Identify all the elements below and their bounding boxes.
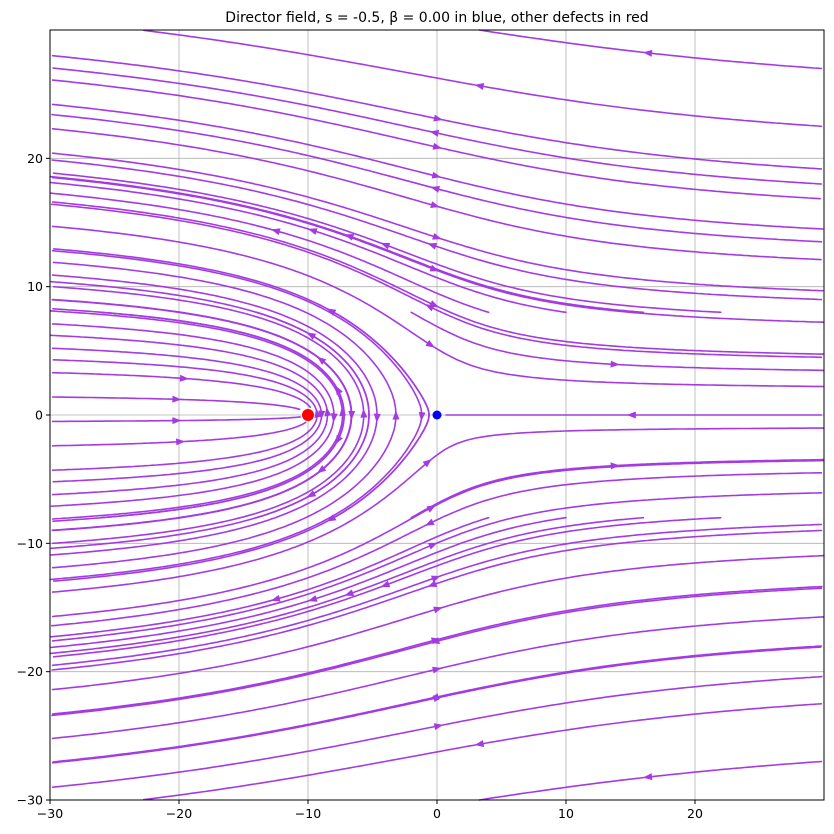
streamline-arrow xyxy=(373,413,381,423)
streamline-arrow xyxy=(422,458,432,468)
streamline-arrow xyxy=(474,740,485,747)
axis-ticks-layer: −30 −20 −10 0 10 20 −30 −20 −10 0 10 20 xyxy=(17,151,703,821)
streamline-arrow xyxy=(433,723,444,731)
streamline-arrow xyxy=(610,360,620,368)
streamline-arrow xyxy=(307,595,318,602)
x-tick-label: −20 xyxy=(166,806,192,821)
streamline-arrow xyxy=(179,374,189,382)
streamline-arrow xyxy=(176,438,186,446)
streamline-arrow xyxy=(318,410,326,420)
streamline-arrow xyxy=(427,242,438,250)
streamline-arrow xyxy=(431,171,442,179)
streamline xyxy=(142,29,823,128)
streamline-arrow xyxy=(330,413,338,423)
streamline-arrow xyxy=(430,185,440,193)
streamline xyxy=(52,308,345,519)
streamline xyxy=(49,175,645,314)
x-tick-label: 0 xyxy=(433,806,441,821)
streamline xyxy=(51,176,825,323)
streamline-arrow xyxy=(324,407,332,417)
streamline xyxy=(142,703,823,801)
streamlines-layer xyxy=(49,29,825,801)
streamline-arrow xyxy=(314,408,322,419)
streamline-arrow xyxy=(172,417,182,425)
streamline-arrow xyxy=(626,411,636,419)
y-tick-label: −10 xyxy=(17,536,43,551)
streamline-arrow xyxy=(270,594,281,602)
streamline-arrow xyxy=(317,356,327,365)
streamline-arrow xyxy=(335,385,343,396)
streamline-arrow xyxy=(425,304,435,312)
x-tick-label: 10 xyxy=(558,806,574,821)
streamline-arrow xyxy=(270,228,281,236)
streamline xyxy=(51,103,824,230)
streamline-arrow xyxy=(380,242,391,250)
streamline-arrow xyxy=(344,234,355,241)
streamline-arrow xyxy=(643,49,653,57)
streamline-arrow xyxy=(429,693,440,701)
chart-title: Director field, s = -0.5, β = 0.00 in bl… xyxy=(225,10,648,26)
streamline-arrow xyxy=(380,580,391,588)
streamline xyxy=(51,616,825,740)
streamline xyxy=(478,29,823,70)
streamline-arrow xyxy=(306,332,317,340)
other-defect-marker xyxy=(302,409,314,421)
streamline-arrow xyxy=(172,395,182,403)
streamline-arrow xyxy=(430,637,440,645)
streamline-arrow xyxy=(432,142,443,150)
streamline xyxy=(50,203,823,359)
defect-markers-layer xyxy=(302,409,442,421)
streamline-arrow xyxy=(427,542,438,550)
streamline-arrow xyxy=(430,575,441,583)
primary-defect-marker xyxy=(432,410,442,420)
streamline xyxy=(478,760,823,801)
streamline-arrow xyxy=(432,666,442,674)
streamline-arrow xyxy=(360,408,368,418)
streamline-arrow xyxy=(433,606,443,614)
streamline-arrow xyxy=(433,114,443,122)
streamline xyxy=(49,516,645,655)
y-tick-label: 10 xyxy=(27,279,43,294)
y-tick-label: −20 xyxy=(17,664,43,679)
streamline-arrow xyxy=(425,518,435,526)
streamline-arrow xyxy=(344,589,355,596)
streamline-arrow xyxy=(392,410,400,420)
streamline-arrow xyxy=(430,201,440,208)
y-tick-label: −30 xyxy=(17,793,43,808)
streamline-arrow xyxy=(326,514,337,522)
x-tick-label: −10 xyxy=(295,806,321,821)
streamline-arrow xyxy=(474,83,485,90)
x-tick-label: 20 xyxy=(687,806,703,821)
streamline-arrow xyxy=(425,339,435,348)
y-tick-label: 20 xyxy=(27,151,43,166)
streamline-arrow xyxy=(307,228,318,235)
streamline-arrow xyxy=(418,411,426,422)
streamline-arrow xyxy=(429,129,440,137)
streamline-arrow xyxy=(326,308,337,316)
y-tick-label: 0 xyxy=(35,408,43,423)
streamline-arrow xyxy=(643,773,653,781)
x-tick-label: −30 xyxy=(37,806,63,821)
streamline-arrow xyxy=(427,580,438,588)
streamline xyxy=(51,79,821,200)
streamline-arrow xyxy=(610,462,620,470)
streamline-arrow xyxy=(432,232,442,240)
